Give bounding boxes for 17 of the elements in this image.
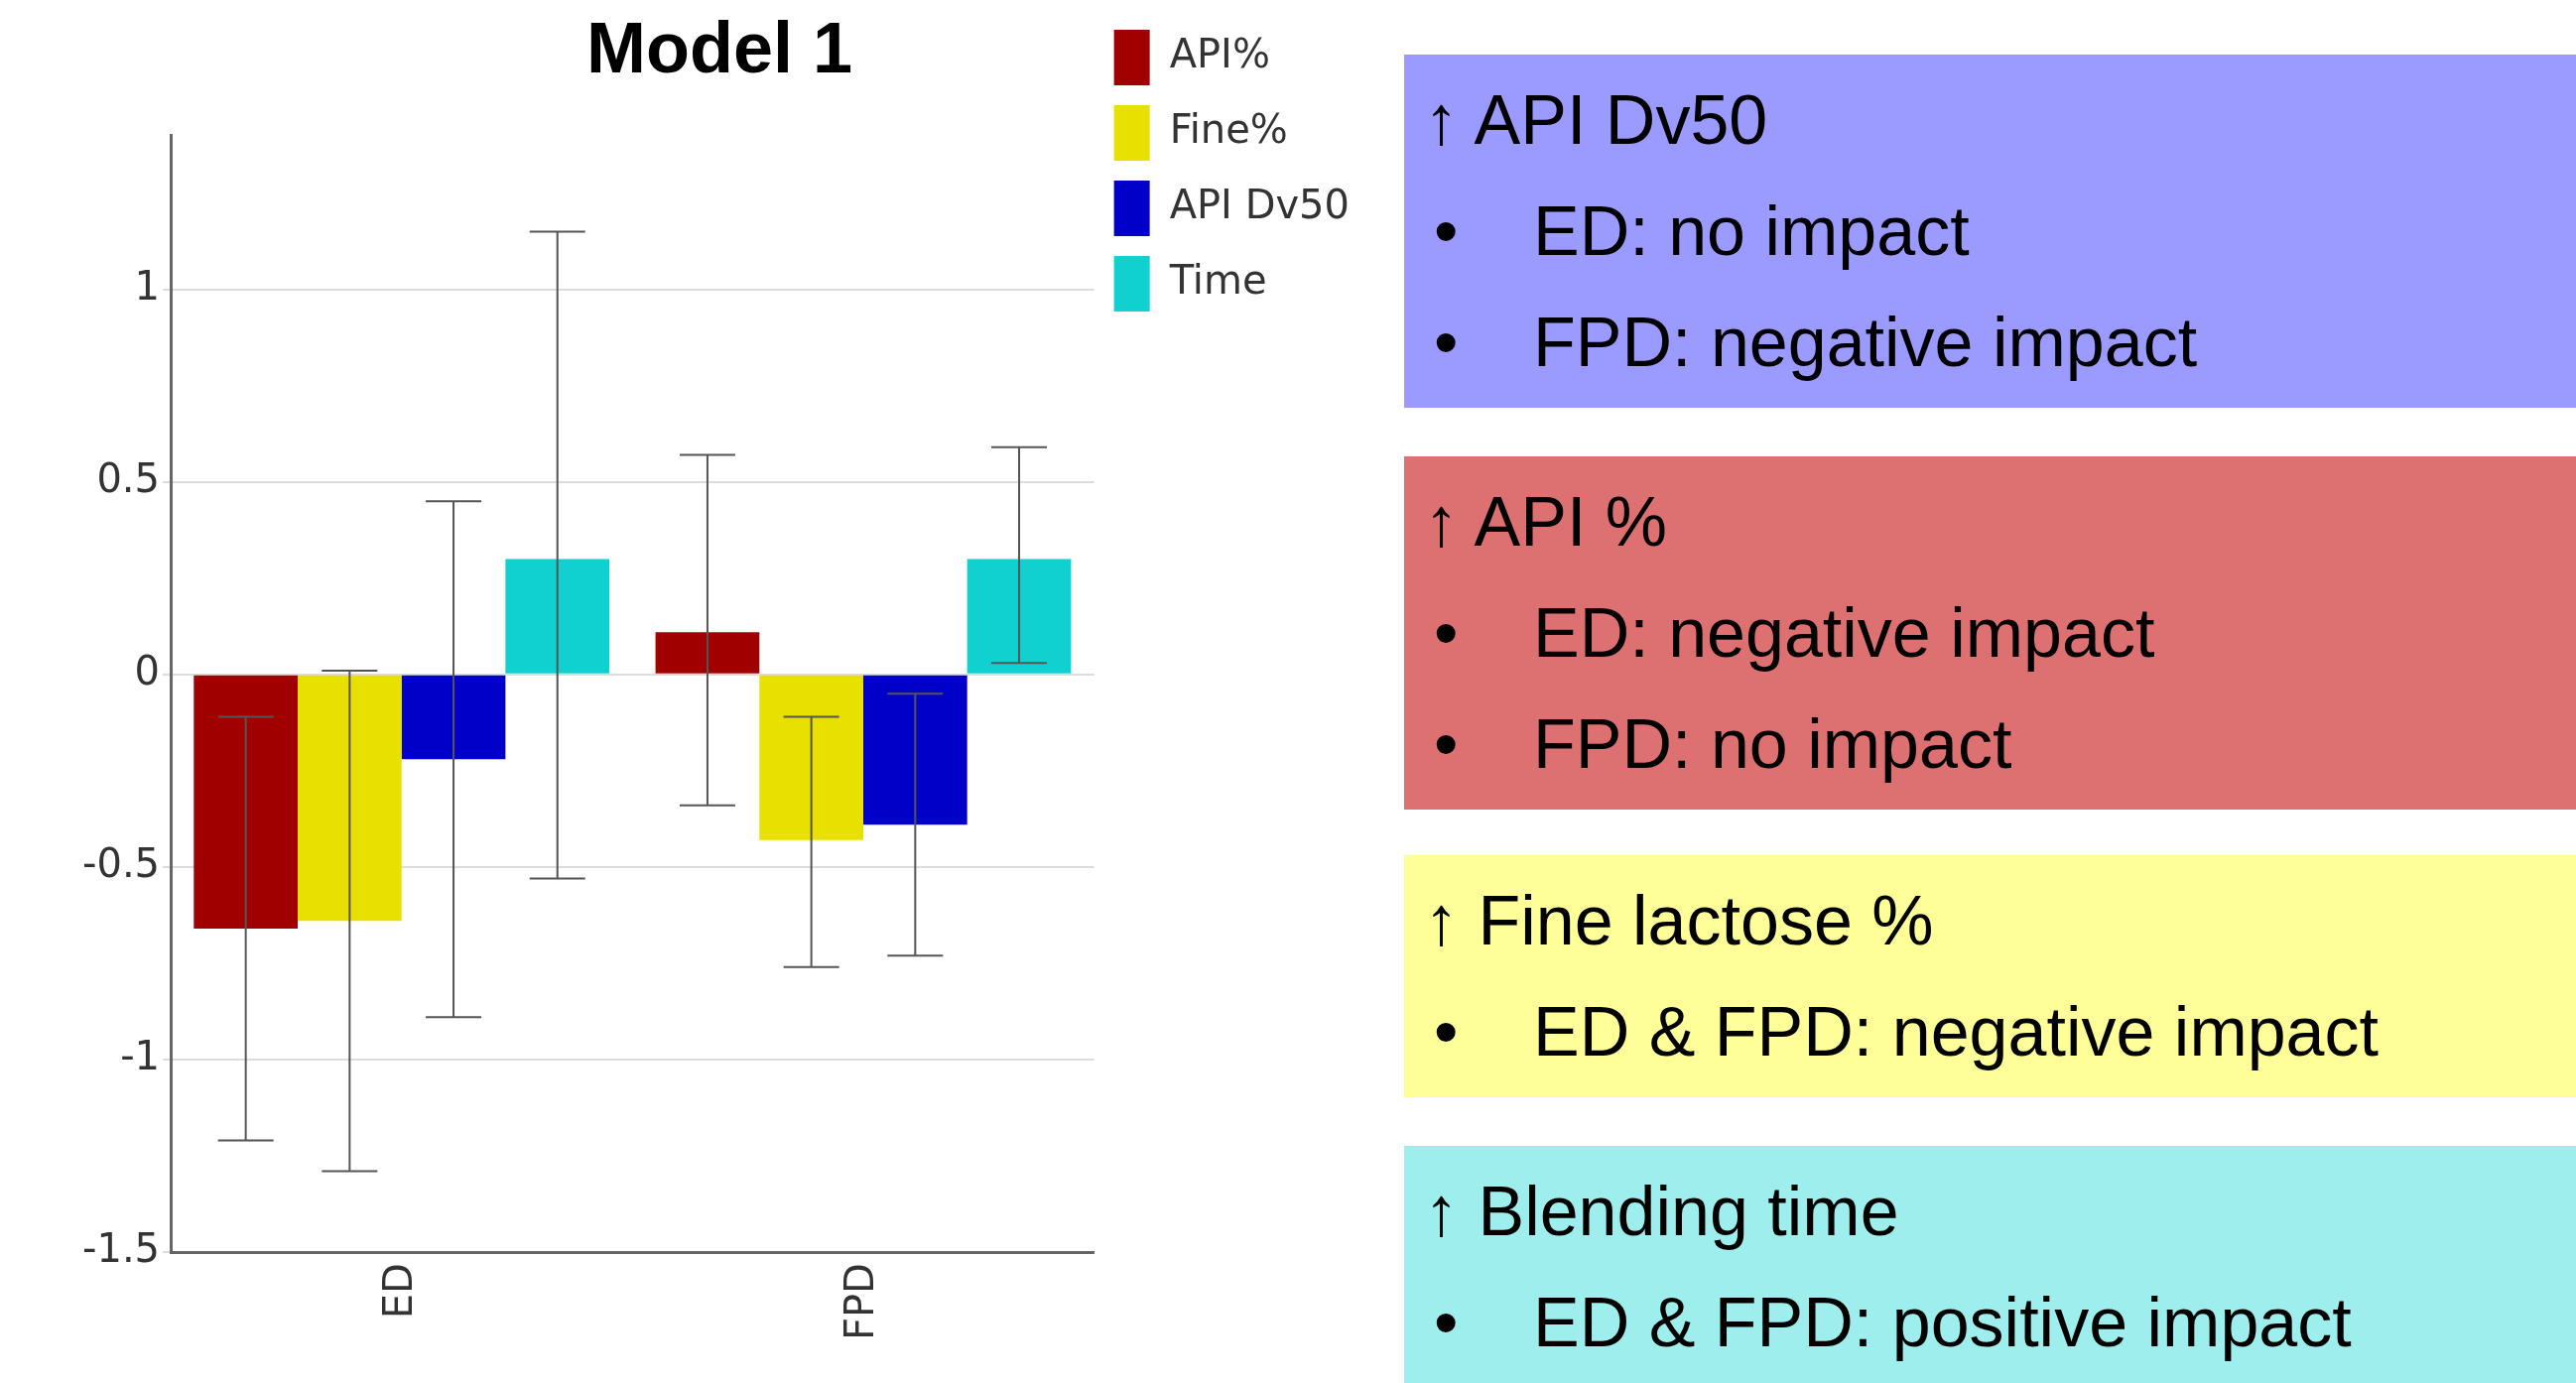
- text: ↑ Blending time • ED & FPD: positive impact: [1424, 1172, 2353, 1363]
- legend-label: Time: [1168, 257, 1267, 304]
- legend-label: API%: [1169, 31, 1270, 77]
- x-tick-label: FPD: [837, 1263, 883, 1341]
- y-tick-label: 1: [134, 263, 161, 310]
- x-tick-label: ED: [375, 1263, 422, 1320]
- text: ↑ API Dv50 • ED: no impact • FPD: negative impact: [1424, 80, 2199, 383]
- y-tick-label: -0.5: [82, 840, 161, 887]
- chart-title: Model 1: [585, 8, 853, 88]
- y-tick-label: 0.5: [96, 455, 161, 502]
- text: ↑ Fine lactose % • ED & FPD: negative impact: [1424, 881, 2380, 1072]
- y-tick-label: -1: [120, 1033, 161, 1079]
- legend-label: Fine%: [1169, 106, 1288, 153]
- text: ↑ API % • ED: negative impact • FPD: no impact: [1424, 482, 2156, 785]
- legend-label: API Dv50: [1169, 182, 1351, 228]
- y-tick-label: 0: [134, 648, 161, 694]
- y-tick-label: -1.5: [82, 1225, 161, 1272]
